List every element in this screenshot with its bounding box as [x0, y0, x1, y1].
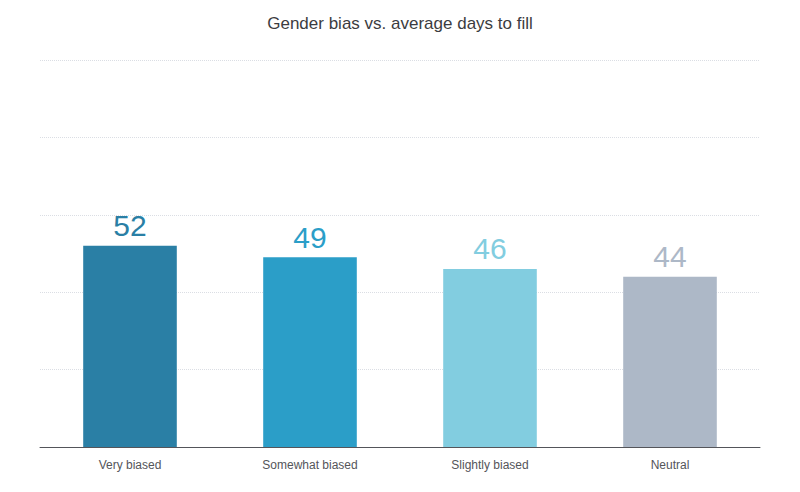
svg-text:49: 49: [293, 221, 326, 254]
svg-text:Gender bias vs. average days t: Gender bias vs. average days to fill: [267, 14, 533, 33]
svg-text:46: 46: [473, 232, 506, 265]
svg-text:44: 44: [653, 240, 686, 273]
svg-text:Very biased: Very biased: [99, 458, 162, 472]
svg-text:Somewhat biased: Somewhat biased: [262, 458, 357, 472]
svg-text:52: 52: [113, 209, 146, 242]
svg-text:Neutral: Neutral: [651, 458, 690, 472]
svg-text:Slightly biased: Slightly biased: [451, 458, 528, 472]
